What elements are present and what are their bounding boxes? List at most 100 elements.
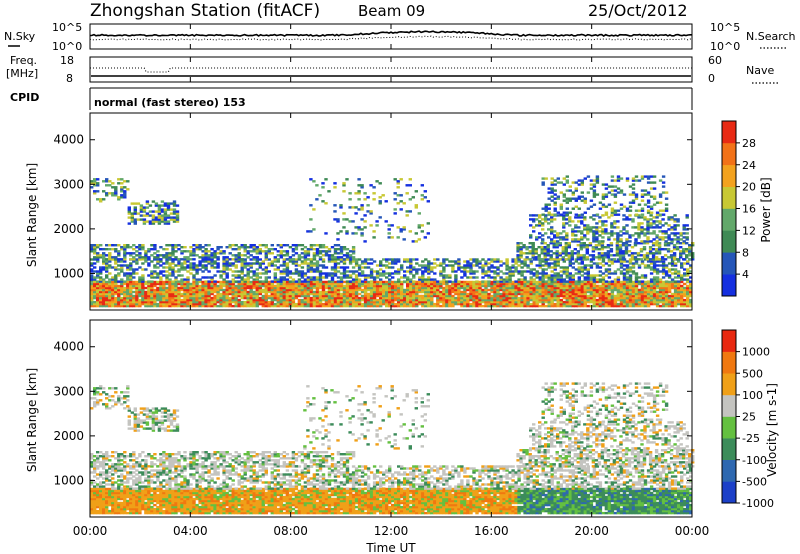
heatmap-cell — [363, 286, 368, 290]
heatmap-cell — [360, 302, 365, 306]
heatmap-cell — [129, 294, 133, 298]
heatmap-cell — [454, 278, 458, 281]
heatmap-cell — [279, 276, 283, 279]
heatmap-cell — [255, 258, 259, 261]
heatmap-cell — [234, 276, 238, 279]
heatmap-cell — [631, 234, 635, 237]
heatmap-cell — [282, 262, 286, 265]
heatmap-cell — [589, 286, 594, 290]
heatmap-cell — [439, 298, 443, 302]
heatmap-cell — [291, 250, 296, 253]
heatmap-cell — [388, 294, 392, 298]
heatmap-cell — [487, 276, 491, 279]
heatmap-cell — [288, 296, 293, 300]
heatmap-cell — [333, 248, 338, 251]
heatmap-cell — [535, 294, 539, 298]
heatmap-cell — [457, 298, 461, 302]
heatmap-cell — [391, 288, 395, 292]
heatmap-cell — [406, 260, 410, 263]
heatmap-cell — [391, 266, 395, 269]
heatmap-cell — [159, 264, 163, 267]
heatmap-cell — [96, 252, 100, 255]
heatmap-cell — [391, 276, 395, 279]
heatmap-cell — [667, 216, 671, 219]
heatmap-cell — [529, 290, 533, 294]
heatmap-cell — [93, 276, 97, 279]
heatmap-cell — [562, 296, 566, 300]
heatmap-cell — [496, 294, 500, 298]
heatmap-cell — [643, 286, 648, 290]
heatmap-cell — [538, 236, 542, 239]
heatmap-cell — [270, 290, 274, 294]
heatmap-cell — [616, 294, 621, 298]
heatmap-cell — [315, 254, 320, 257]
heatmap-cell — [318, 276, 323, 279]
heatmap-cell — [550, 238, 554, 241]
heatmap-cell — [532, 268, 536, 271]
heatmap-cell — [469, 302, 473, 306]
heatmap-cell — [273, 292, 277, 296]
heatmap-cell — [585, 248, 589, 251]
heatmap-cell — [99, 268, 103, 271]
heatmap-cell — [354, 294, 359, 298]
heatmap-cell — [592, 236, 596, 239]
heatmap-cell — [607, 298, 612, 302]
heatmap-cell — [186, 276, 190, 279]
heatmap-cell — [243, 280, 247, 283]
heatmap-cell — [204, 296, 208, 300]
heatmap-cell — [300, 304, 305, 308]
heatmap-cell — [249, 258, 253, 261]
heatmap-cell — [333, 260, 338, 263]
heatmap-cell — [589, 216, 593, 219]
heatmap-cell — [369, 302, 374, 306]
heatmap-cell — [661, 236, 665, 239]
heatmap-cell — [582, 256, 586, 259]
heatmap-cell — [655, 224, 659, 227]
heatmap-cell — [288, 246, 293, 249]
heatmap-cell — [403, 260, 407, 263]
heatmap-cell — [619, 264, 624, 267]
heatmap-cell — [153, 302, 157, 306]
heatmap-cell — [219, 296, 223, 300]
heatmap-cell — [153, 258, 157, 261]
heatmap-cell — [213, 302, 217, 306]
heatmap-cell — [643, 258, 648, 261]
heatmap-cell — [493, 290, 497, 294]
heatmap-cell — [607, 304, 612, 308]
heatmap-cell — [642, 248, 647, 251]
heatmap-cell — [171, 284, 175, 288]
heatmap-cell — [544, 216, 548, 219]
heatmap-cell — [466, 298, 470, 302]
heatmap-cell — [354, 286, 359, 290]
heatmap-cell — [487, 302, 491, 306]
heatmap-cell — [403, 288, 407, 292]
heatmap-cell — [427, 286, 431, 290]
heatmap-cell — [680, 276, 684, 279]
heatmap-cell — [90, 302, 94, 306]
heatmap-cell — [108, 278, 112, 281]
heatmap-cell — [469, 282, 473, 286]
heatmap-cell — [342, 286, 347, 290]
heatmap-cell — [135, 254, 139, 257]
heatmap-cell — [538, 232, 542, 235]
heatmap-cell — [222, 268, 226, 271]
heatmap-cell — [276, 250, 280, 253]
heatmap-cell — [460, 300, 464, 304]
heatmap-cell — [637, 222, 641, 225]
heatmap-cell — [619, 290, 624, 294]
heatmap-cell — [622, 284, 627, 288]
heatmap-cell — [463, 268, 467, 271]
heatmap-cell — [234, 270, 238, 273]
heatmap-cell — [225, 266, 229, 269]
heatmap-cell — [562, 224, 566, 227]
heatmap-cell — [126, 284, 130, 288]
heatmap-cell — [318, 296, 323, 300]
heatmap-cell — [318, 264, 323, 267]
heatmap-cell — [111, 280, 115, 284]
heatmap-cell — [114, 266, 118, 269]
heatmap-cell — [306, 266, 311, 269]
heatmap-cell — [600, 254, 605, 257]
heatmap-cell — [571, 238, 575, 241]
heatmap-cell — [565, 276, 569, 279]
heatmap-cell — [628, 214, 632, 217]
